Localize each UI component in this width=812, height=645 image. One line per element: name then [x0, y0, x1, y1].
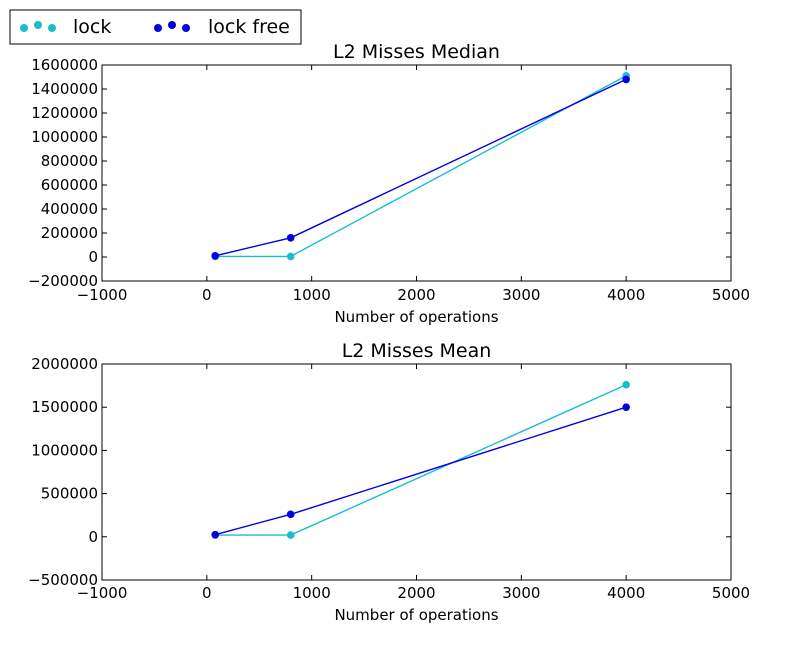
x-tick-label: 5000 — [712, 584, 750, 602]
data-point-lock-free — [286, 510, 295, 519]
y-tick-label: 1500000 — [31, 398, 98, 416]
x-axis-label: Number of operations — [334, 308, 498, 326]
y-tick-label: 2000000 — [31, 355, 98, 373]
plot-l2-misses-mean: L2 Misses Mean −1000 0 1000 2000 3000 4000 5000… — [28, 340, 750, 624]
y-tick-label: 0 — [88, 528, 98, 546]
data-point-lock-free — [211, 252, 220, 260]
legend-marker-lockfree-2 — [168, 21, 176, 29]
legend-marker-lock-2 — [34, 21, 42, 29]
legend-label-lock: lock — [73, 16, 111, 38]
legend-entry-lock-free: lock free — [154, 16, 290, 38]
x-tick-label: 2000 — [397, 584, 435, 602]
y-tick-label: 500000 — [41, 485, 98, 503]
legend-label-lock-free: lock free — [208, 16, 290, 38]
x-tick-label: 2000 — [397, 286, 435, 304]
y-tick-label: 1600000 — [31, 56, 98, 74]
x-tick-label: 5000 — [712, 286, 750, 304]
y-tick-label: −500000 — [28, 571, 98, 589]
y-tick-label: 1400000 — [31, 80, 98, 98]
y-tick-label: 200000 — [41, 224, 98, 242]
y-tick-label: 600000 — [41, 176, 98, 194]
data-point-lock-free — [211, 530, 220, 539]
data-point-lock-free — [286, 234, 295, 242]
y-tick-label: 1000000 — [31, 441, 98, 459]
y-tick-label: 400000 — [41, 200, 98, 218]
axes-frame — [101, 363, 732, 581]
x-tick-label: 1000 — [293, 286, 331, 304]
x-tick-label: 1000 — [293, 584, 331, 602]
x-axis-label: Number of operations — [334, 606, 498, 624]
chart-title: L2 Misses Mean — [342, 340, 492, 362]
legend-marker-lockfree-3 — [182, 24, 190, 32]
x-tick-label: 3000 — [502, 584, 540, 602]
y-tick-label: −200000 — [28, 272, 98, 290]
x-tick-label: −1000 — [77, 286, 128, 304]
x-tick-label: 3000 — [502, 286, 540, 304]
legend-marker-lock-1 — [20, 24, 28, 32]
x-tick-label: 4000 — [607, 286, 645, 304]
axes-frame — [101, 64, 732, 282]
data-point-lock — [286, 252, 295, 261]
plot-l2-misses-median: L2 Misses Median −1000 0 1000 2000 3000 4000 50… — [28, 41, 750, 326]
chart-title: L2 Misses Median — [333, 41, 500, 63]
legend-entry-lock: lock — [20, 16, 111, 38]
y-tick-label: 0 — [88, 248, 98, 266]
legend-marker-lockfree-1 — [154, 24, 162, 32]
x-tick-label: 4000 — [607, 584, 645, 602]
data-point-lock — [286, 531, 295, 539]
y-tick-label: 1200000 — [31, 104, 98, 122]
x-tick-label: −1000 — [77, 584, 128, 602]
data-point-lock-free — [622, 403, 630, 412]
legend: lock lock free — [9, 9, 302, 45]
y-tick-label: 1000000 — [31, 128, 98, 146]
legend-marker-lock-3 — [48, 24, 56, 32]
y-tick-label: 800000 — [41, 152, 98, 170]
x-tick-label: 0 — [202, 584, 212, 602]
data-point-lock-free — [622, 75, 630, 84]
data-point-lock — [622, 380, 630, 389]
x-tick-label: 0 — [202, 286, 212, 304]
